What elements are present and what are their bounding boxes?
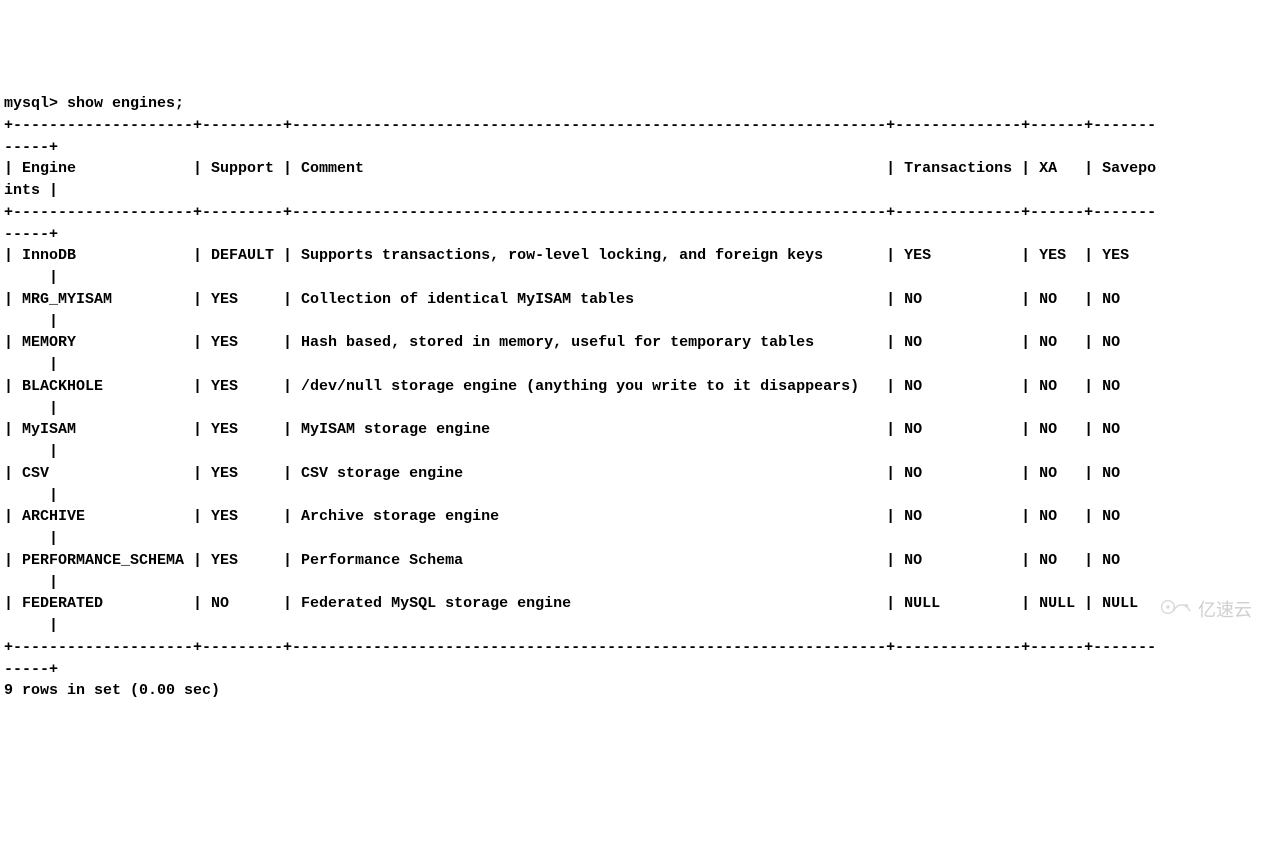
watermark: 亿速云	[1138, 571, 1252, 650]
mysql-terminal-output: mysql> show engines; +------------------…	[4, 93, 1264, 702]
watermark-text: 亿速云	[1198, 597, 1252, 623]
watermark-logo-icon	[1138, 571, 1192, 650]
